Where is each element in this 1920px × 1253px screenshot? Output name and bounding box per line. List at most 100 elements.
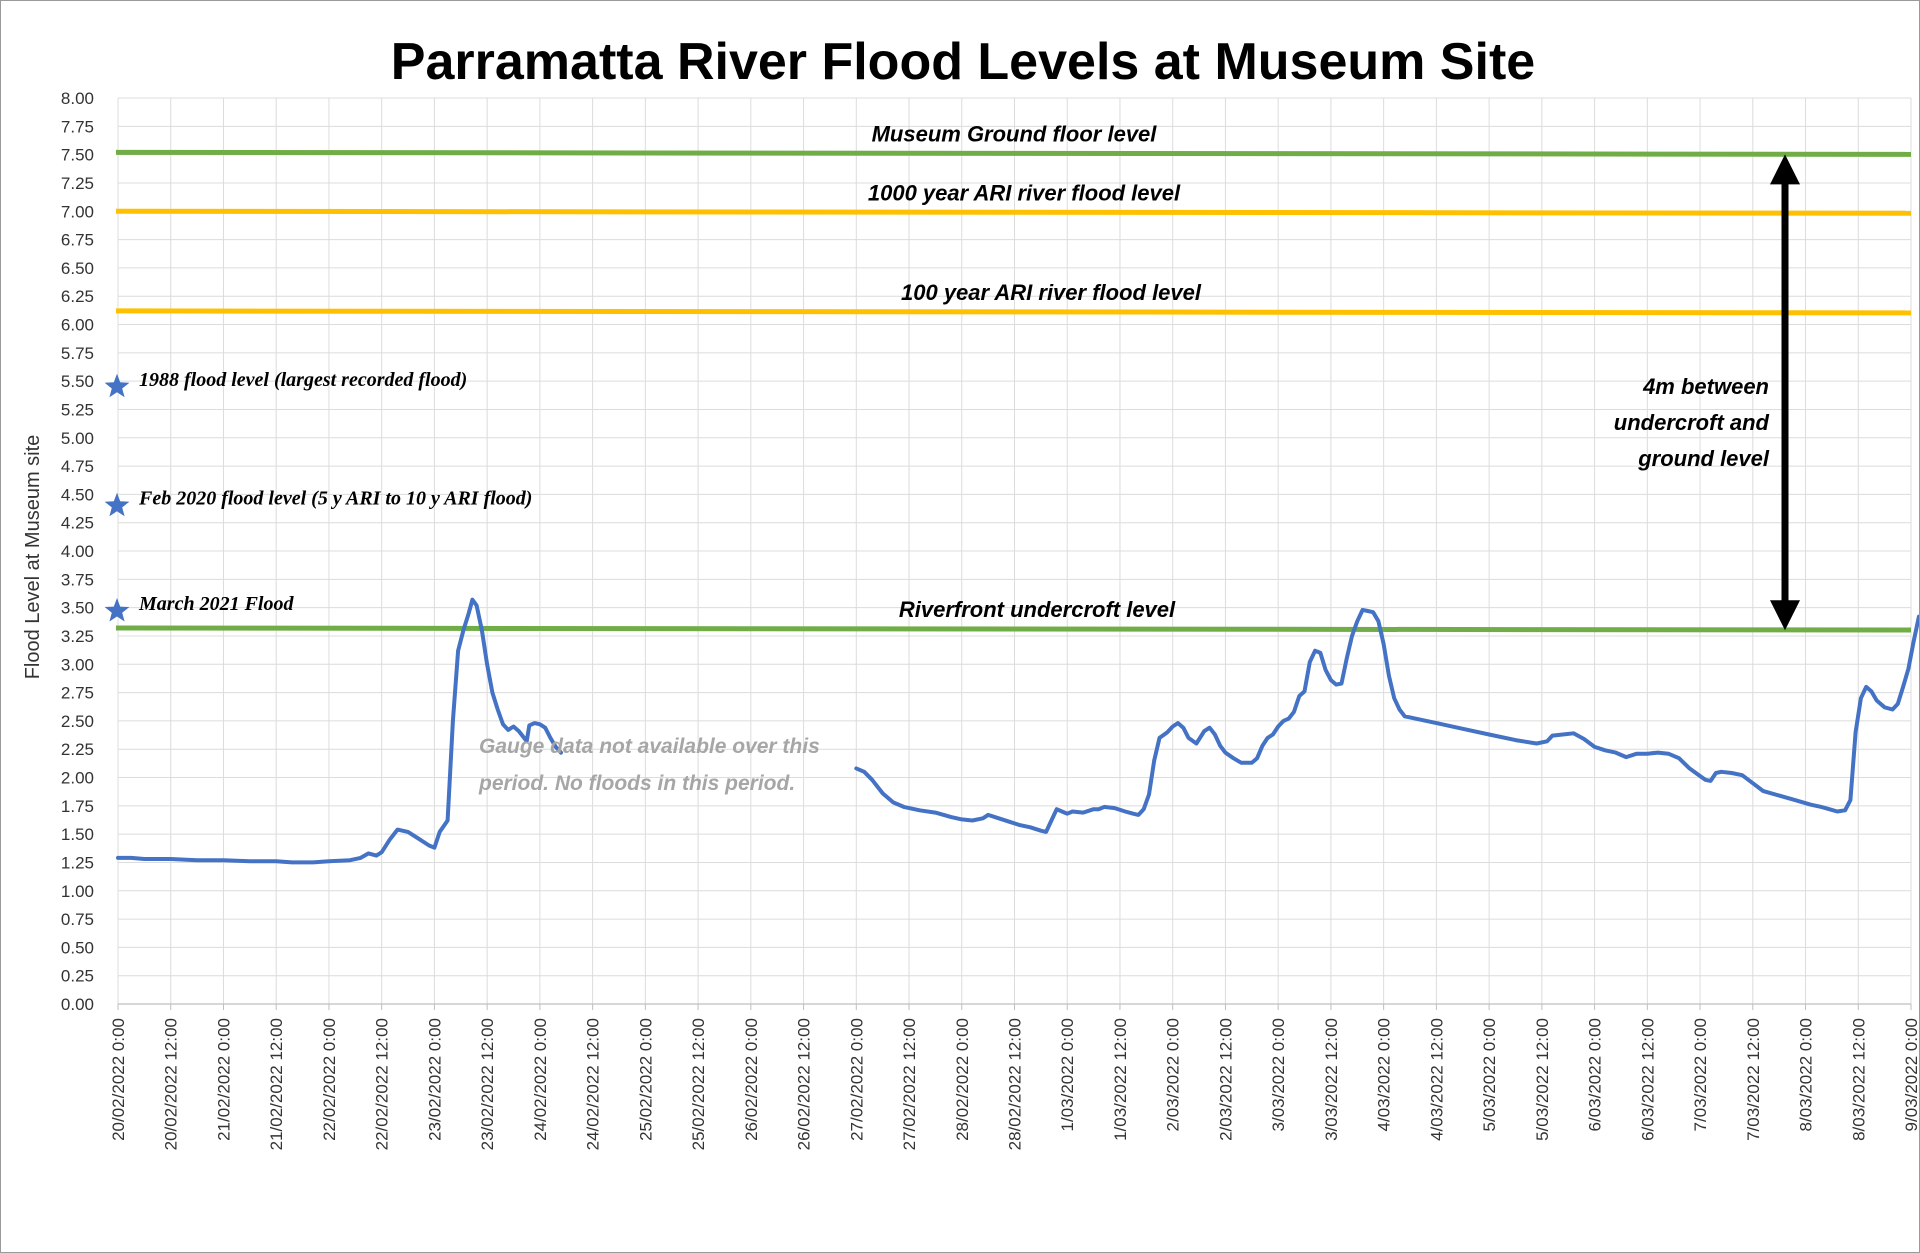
star-icon <box>104 373 130 398</box>
x-tick-label: 9/03/2022 0:00 <box>1902 1018 1919 1131</box>
y-tick-label: 5.50 <box>61 372 94 391</box>
reference-line <box>115 208 1912 216</box>
historic-flood-label: March 2021 Flood <box>138 593 294 615</box>
x-tick-label: 20/02/2022 0:00 <box>109 1018 128 1141</box>
y-tick-label: 2.50 <box>61 712 94 731</box>
x-tick-label: 25/02/2022 12:00 <box>689 1018 708 1150</box>
y-tick-label: 0.75 <box>61 910 94 929</box>
chart-title: Parramatta River Flood Levels at Museum … <box>391 33 1535 91</box>
y-tick-label: 2.00 <box>61 769 94 788</box>
y-tick-label: 6.00 <box>61 316 94 335</box>
gap-note-line2: period. No floods in this period. <box>478 772 795 795</box>
y-tick-label: 2.25 <box>61 740 94 759</box>
series-line-segment <box>116 597 563 865</box>
y-tick-label: 6.75 <box>61 231 94 250</box>
y-tick-label: 5.00 <box>61 429 94 448</box>
y-axis-label: Flood Level at Museum site <box>22 435 44 680</box>
x-tick-label: 5/03/2022 0:00 <box>1480 1018 1499 1131</box>
y-tick-label: 7.25 <box>61 174 94 193</box>
y-tick-label: 4.75 <box>61 457 94 476</box>
x-tick-label: 25/02/2022 0:00 <box>636 1018 655 1141</box>
y-tick-label: 6.25 <box>61 287 94 306</box>
y-tick-label: 7.75 <box>61 117 94 136</box>
y-tick-label: 0.50 <box>61 938 94 957</box>
level-difference-arrow <box>1770 154 1800 631</box>
grid <box>117 97 1912 1010</box>
x-tick-label: 3/03/2022 12:00 <box>1322 1018 1341 1141</box>
x-tick-label: 1/03/2022 12:00 <box>1111 1018 1130 1141</box>
y-tick-label: 1.75 <box>61 797 94 816</box>
arrow-head-up-icon <box>1770 154 1800 185</box>
reference-line <box>115 625 1912 633</box>
x-tick-label: 26/02/2022 12:00 <box>795 1018 814 1150</box>
x-tick-label: 24/02/2022 12:00 <box>584 1018 603 1150</box>
y-tick-label: 3.50 <box>61 599 94 618</box>
arrow-note-line1: 4m between <box>1642 374 1769 399</box>
x-tick-label: 24/02/2022 0:00 <box>531 1018 550 1141</box>
x-tick-label: 27/02/2022 12:00 <box>900 1018 919 1150</box>
x-axis-ticks: 20/02/2022 0:00 20/02/2022 12:00 21/02/202… <box>109 1018 1919 1150</box>
reference-line-label: Riverfront undercroft level <box>899 597 1176 622</box>
y-tick-label: 1.00 <box>61 882 94 901</box>
x-tick-label: 7/03/2022 12:00 <box>1744 1018 1763 1141</box>
arrow-head-down-icon <box>1770 600 1800 631</box>
x-tick-label: 1/03/2022 0:00 <box>1058 1018 1077 1131</box>
reference-line-label: Museum Ground floor level <box>872 121 1158 146</box>
x-tick-label: 2/03/2022 0:00 <box>1164 1018 1183 1131</box>
x-tick-label: 3/03/2022 0:00 <box>1269 1018 1288 1131</box>
y-tick-label: 5.25 <box>61 400 94 419</box>
y-tick-label: 4.00 <box>61 542 94 561</box>
reference-line-label: 100 year ARI river flood level <box>901 280 1202 305</box>
x-tick-label: 23/02/2022 0:00 <box>425 1018 444 1141</box>
x-tick-label: 22/02/2022 0:00 <box>320 1018 339 1141</box>
reference-line <box>115 149 1912 157</box>
series-flood-level <box>116 597 1919 865</box>
gap-note-line1: Gauge data not available over this <box>479 735 820 758</box>
x-tick-label: 21/02/2022 0:00 <box>214 1018 233 1141</box>
y-tick-label: 3.75 <box>61 570 94 589</box>
x-tick-label: 4/03/2022 0:00 <box>1375 1018 1394 1131</box>
star-icon <box>104 598 130 622</box>
y-tick-label: 7.50 <box>61 146 94 165</box>
y-tick-label: 6.50 <box>61 259 94 278</box>
x-tick-label: 23/02/2022 12:00 <box>478 1018 497 1150</box>
y-tick-label: 3.00 <box>61 655 94 674</box>
x-tick-label: 5/03/2022 12:00 <box>1533 1018 1552 1141</box>
x-tick-label: 21/02/2022 12:00 <box>267 1018 286 1150</box>
y-tick-label: 1.50 <box>61 825 94 844</box>
y-tick-label: 0.00 <box>61 995 94 1014</box>
y-axis-ticks: 0.00 0.25 0.50 0.75 1.00 1.25 1.50 1.75 2.00 2.25… <box>61 89 94 1014</box>
x-tick-label: 7/03/2022 0:00 <box>1691 1018 1710 1131</box>
x-tick-label: 26/02/2022 0:00 <box>742 1018 761 1141</box>
x-tick-label: 27/02/2022 0:00 <box>847 1018 866 1141</box>
series-line-segment <box>854 607 1919 834</box>
x-tick-label: 2/03/2022 12:00 <box>1216 1018 1235 1141</box>
y-tick-label: 7.00 <box>61 202 94 221</box>
x-tick-label: 28/02/2022 0:00 <box>953 1018 972 1141</box>
y-tick-label: 2.75 <box>61 684 94 703</box>
reference-line-label: 1000 year ARI river flood level <box>868 180 1181 205</box>
historic-flood-label: 1988 flood level (largest recorded flood… <box>139 369 467 391</box>
x-tick-label: 22/02/2022 12:00 <box>373 1018 392 1150</box>
reference-lines: Museum Ground floor level 1000 year ARI r… <box>115 121 1912 633</box>
x-tick-label: 4/03/2022 12:00 <box>1427 1018 1446 1141</box>
x-tick-label: 8/03/2022 12:00 <box>1849 1018 1868 1141</box>
y-tick-label: 5.75 <box>61 344 94 363</box>
y-tick-label: 1.25 <box>61 853 94 872</box>
historic-flood-markers: 1988 flood level (largest recorded flood… <box>104 369 532 622</box>
y-tick-label: 3.25 <box>61 627 94 646</box>
arrow-note-line2: undercroft and <box>1614 410 1770 435</box>
x-tick-label: 28/02/2022 12:00 <box>1006 1018 1025 1150</box>
x-tick-label: 20/02/2022 12:00 <box>162 1018 181 1150</box>
arrow-note-line3: ground level <box>1637 446 1770 471</box>
y-tick-label: 4.25 <box>61 514 94 533</box>
y-tick-label: 4.50 <box>61 485 94 504</box>
annotations: Gauge data not available over this perio… <box>478 374 1770 795</box>
y-tick-label: 0.25 <box>61 967 94 986</box>
star-icon <box>104 492 130 517</box>
reference-line <box>115 308 1912 316</box>
x-tick-label: 6/03/2022 0:00 <box>1586 1018 1605 1131</box>
x-tick-label: 6/03/2022 12:00 <box>1638 1018 1657 1141</box>
